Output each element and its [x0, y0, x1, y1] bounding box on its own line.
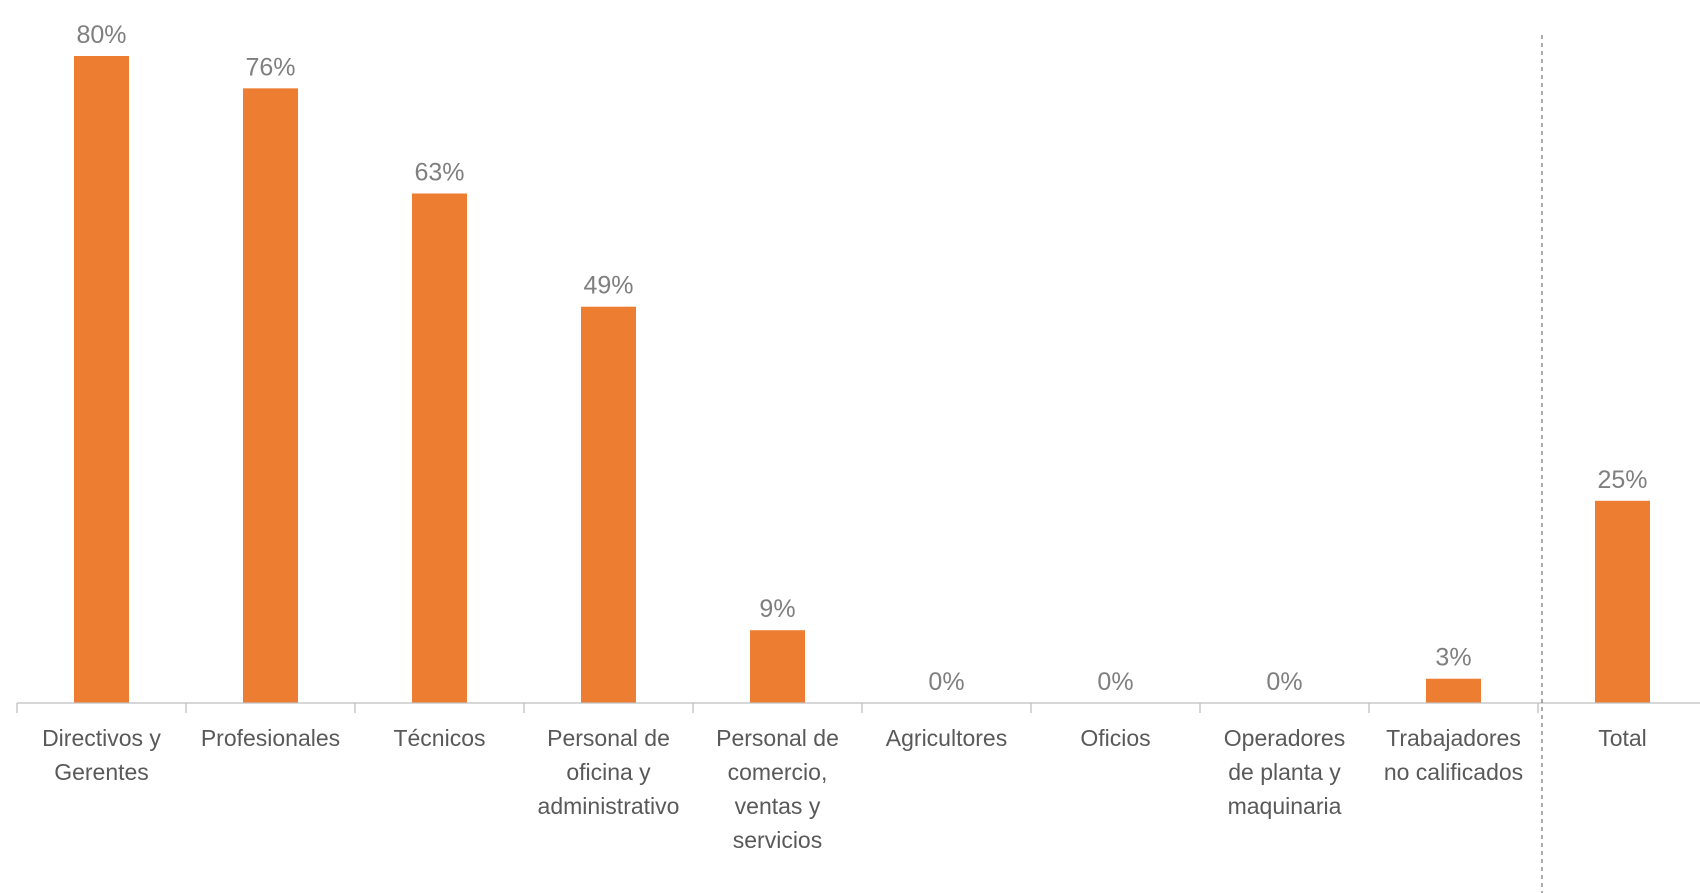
category-label-line: Oficios: [1080, 725, 1150, 751]
category-label-line: administrativo: [538, 793, 680, 819]
category-label: Operadores de planta y maquinaria: [1224, 725, 1345, 819]
category-label-line: servicios: [733, 827, 822, 853]
category-label-line: Gerentes: [54, 759, 149, 785]
bar: [1595, 500, 1650, 703]
bar: [243, 88, 298, 704]
category-label: Directivos y Gerentes: [42, 725, 161, 785]
category-label: Técnicos: [393, 725, 485, 751]
data-label: 25%: [1597, 466, 1647, 494]
data-label: 63%: [414, 158, 464, 186]
data-label: 0%: [1266, 668, 1302, 696]
bar: [74, 56, 129, 703]
category-label: Personal de comercio, ventas y servicios: [716, 725, 839, 853]
data-label: 9%: [759, 595, 795, 623]
category-label-line: de planta y: [1228, 759, 1341, 785]
category-label: Trabajadores no calificados: [1384, 725, 1523, 785]
category-label-line: oficina y: [566, 759, 651, 785]
category-label: Oficios: [1080, 725, 1150, 751]
data-label: 3%: [1435, 644, 1471, 672]
data-label: 49%: [583, 272, 633, 300]
category-label-line: Operadores: [1224, 725, 1345, 751]
category-label-line: Personal de: [716, 725, 839, 751]
category-label-line: Personal de: [547, 725, 670, 751]
category-label-line: Total: [1598, 725, 1647, 751]
category-label-line: Directivos y: [42, 725, 161, 751]
bar: [581, 306, 636, 703]
category-label-line: no calificados: [1384, 759, 1523, 785]
data-label: 0%: [928, 668, 964, 696]
data-label: 0%: [1097, 668, 1133, 696]
category-label-line: comercio,: [728, 759, 828, 785]
category-label: Total: [1598, 725, 1647, 751]
category-label-line: Profesionales: [201, 725, 340, 751]
data-label: 76%: [245, 53, 295, 81]
category-labels-layer: Directivos y Gerentes Profesionales Técnico…: [42, 725, 1647, 853]
category-label-line: maquinaria: [1228, 793, 1342, 819]
category-label: Profesionales: [201, 725, 340, 751]
category-label-line: Técnicos: [393, 725, 485, 751]
bars-layer: [74, 56, 1650, 704]
category-label-line: Agricultores: [886, 725, 1007, 751]
category-label-line: Trabajadores: [1386, 725, 1521, 751]
category-label: Agricultores: [886, 725, 1007, 751]
data-label: 80%: [76, 21, 126, 49]
data-labels-layer: 80% 76% 63% 49% 9% 0% 0% 0% 3% 25%: [76, 21, 1647, 696]
bar: [750, 630, 805, 703]
axis-layer: [16, 35, 1700, 893]
category-label-line: ventas y: [735, 793, 821, 819]
category-label: Personal de oficina y administrativo: [538, 725, 680, 819]
bar: [1426, 678, 1481, 703]
bar: [412, 193, 467, 704]
